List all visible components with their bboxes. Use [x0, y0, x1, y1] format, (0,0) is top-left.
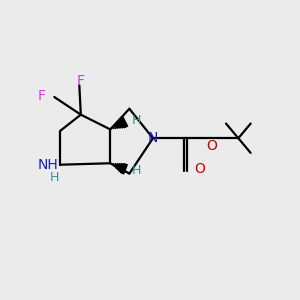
Text: H: H	[49, 171, 59, 184]
Text: N: N	[148, 131, 158, 145]
Text: O: O	[206, 140, 217, 154]
Text: H: H	[131, 164, 141, 177]
Text: O: O	[194, 162, 205, 176]
Text: H: H	[131, 114, 141, 127]
Text: NH: NH	[38, 158, 59, 172]
Text: F: F	[38, 89, 46, 103]
Text: F: F	[77, 74, 85, 88]
